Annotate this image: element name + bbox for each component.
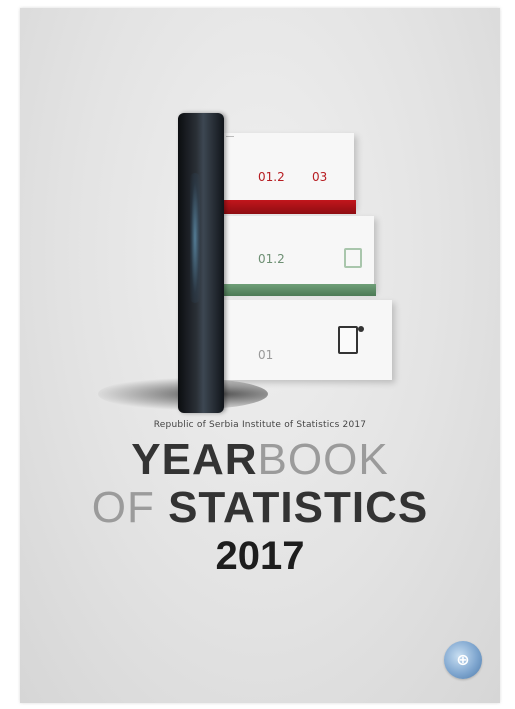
red-band: [220, 200, 356, 214]
data-panel-3: [224, 300, 392, 380]
panel-label-4: 01: [258, 348, 274, 362]
tablet-device: [178, 113, 224, 413]
logo-glyph: ⊕: [456, 650, 470, 669]
title-line-1: YEARBOOK: [20, 438, 500, 482]
institute-logo-icon: ⊕: [444, 641, 482, 679]
cover-illustration: 01.2 03 01.2 01: [20, 8, 500, 428]
cover-subtitle: Republic of Serbia Institute of Statisti…: [153, 420, 367, 430]
title-book-word: BOOK: [257, 435, 389, 484]
green-band: [220, 284, 376, 296]
panel-label-3: 01.2: [258, 252, 285, 266]
title-year: 2017: [215, 534, 305, 578]
title-of-word: OF: [91, 483, 169, 532]
panel-label-2: 03: [312, 170, 328, 184]
chart-icon: [344, 248, 362, 268]
data-panel-1: [224, 133, 354, 208]
tablet-glare: [190, 173, 200, 303]
panel-tick: [226, 136, 234, 137]
tablet-device-icon: [338, 326, 364, 354]
panel-label-1: 01.2: [258, 170, 285, 184]
title-year-word: YEAR: [131, 435, 258, 484]
title-line-2: OF STATISTICS: [20, 486, 500, 530]
title-statistics-word: STATISTICS: [168, 483, 429, 532]
data-panel-2: [224, 216, 374, 291]
book-cover: 01.2 03 01.2 01 Republic of Serbia Insti…: [20, 8, 500, 703]
